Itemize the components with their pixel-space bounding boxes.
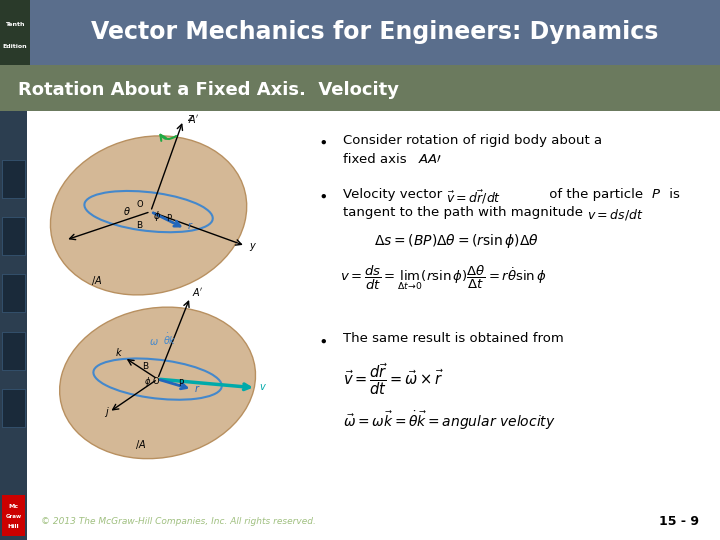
Text: $AA\prime$: $AA\prime$: [418, 153, 442, 166]
Text: O: O: [136, 200, 143, 208]
Text: $\omega$: $\omega$: [148, 337, 158, 347]
FancyBboxPatch shape: [0, 0, 720, 65]
Ellipse shape: [60, 307, 256, 458]
Text: B: B: [136, 220, 143, 230]
Text: The same result is obtained from: The same result is obtained from: [343, 332, 563, 345]
Text: Tenth: Tenth: [5, 22, 25, 27]
Text: $\vec{v} = \dfrac{d\vec{r}}{dt} = \vec{\omega}\times\vec{r}$: $\vec{v} = \dfrac{d\vec{r}}{dt} = \vec{\…: [343, 362, 444, 397]
Text: $/A$: $/A$: [135, 437, 146, 450]
Text: $/A$: $/A$: [91, 274, 102, 287]
FancyBboxPatch shape: [2, 274, 25, 313]
Text: $\phi$: $\phi$: [153, 209, 161, 223]
Text: is: is: [665, 187, 680, 200]
Text: $A'$: $A'$: [188, 113, 199, 125]
Text: $\vec{v}=d\vec{r}/dt$: $\vec{v}=d\vec{r}/dt$: [446, 189, 502, 206]
Text: B: B: [143, 362, 148, 371]
Text: Mc: Mc: [9, 504, 19, 509]
Text: y: y: [249, 240, 255, 251]
Text: j: j: [105, 407, 108, 417]
FancyBboxPatch shape: [2, 495, 25, 536]
Text: $v = \dfrac{ds}{dt} = \lim_{\Delta t \to 0}(r\sin\phi)\dfrac{\Delta\theta}{\Delt: $v = \dfrac{ds}{dt} = \lim_{\Delta t \to…: [341, 264, 547, 292]
Text: $\vec{\omega} = \omega\vec{k} = \dot{\theta}\vec{k} = \mathit{angular\ velocity}: $\vec{\omega} = \omega\vec{k} = \dot{\th…: [343, 409, 555, 432]
Text: Consider rotation of rigid body about a: Consider rotation of rigid body about a: [343, 133, 602, 146]
Text: Rotation About a Fixed Axis.  Velocity: Rotation About a Fixed Axis. Velocity: [18, 81, 399, 99]
Text: P: P: [179, 379, 184, 388]
Text: $\theta$: $\theta$: [123, 205, 131, 218]
Text: $\dot{\theta}k$: $\dot{\theta}k$: [163, 332, 177, 347]
FancyBboxPatch shape: [2, 332, 25, 369]
FancyBboxPatch shape: [0, 111, 27, 491]
FancyBboxPatch shape: [2, 217, 25, 255]
Text: $v=ds/dt$: $v=ds/dt$: [587, 207, 644, 221]
Text: $\Delta s = (BP)\Delta\theta = (r\sin\phi)\Delta\theta$: $\Delta s = (BP)\Delta\theta = (r\sin\ph…: [374, 232, 539, 250]
Text: Vector Mechanics for Engineers: Dynamics: Vector Mechanics for Engineers: Dynamics: [91, 21, 658, 44]
Text: r: r: [195, 383, 199, 394]
Text: © 2013 The McGraw-Hill Companies, Inc. All rights reserved.: © 2013 The McGraw-Hill Companies, Inc. A…: [41, 517, 316, 526]
Text: Hill: Hill: [8, 524, 19, 529]
Text: k: k: [116, 348, 122, 358]
FancyBboxPatch shape: [0, 65, 720, 111]
Text: 15 - 9: 15 - 9: [660, 515, 699, 528]
FancyBboxPatch shape: [0, 491, 27, 540]
Text: tangent to the path with magnitude: tangent to the path with magnitude: [343, 206, 587, 219]
Text: Graw: Graw: [6, 514, 22, 519]
Text: v: v: [259, 382, 265, 392]
Text: fixed axis: fixed axis: [343, 153, 410, 166]
Ellipse shape: [50, 136, 247, 295]
Text: $\phi$: $\phi$: [145, 375, 152, 388]
Text: O: O: [152, 377, 158, 386]
Text: $A'$: $A'$: [192, 287, 204, 299]
FancyBboxPatch shape: [0, 0, 30, 65]
Text: $\bullet$: $\bullet$: [318, 187, 328, 202]
Text: $\bullet$: $\bullet$: [318, 133, 328, 148]
Text: Edition: Edition: [3, 44, 27, 49]
Text: P: P: [166, 214, 171, 223]
Text: $\bullet$: $\bullet$: [318, 332, 328, 347]
Text: $P$: $P$: [651, 188, 661, 201]
Text: Velocity vector: Velocity vector: [343, 187, 446, 200]
FancyBboxPatch shape: [2, 389, 25, 427]
FancyBboxPatch shape: [2, 160, 25, 198]
Text: z: z: [186, 113, 192, 123]
Text: of the particle: of the particle: [546, 187, 648, 200]
Text: r: r: [188, 221, 192, 231]
